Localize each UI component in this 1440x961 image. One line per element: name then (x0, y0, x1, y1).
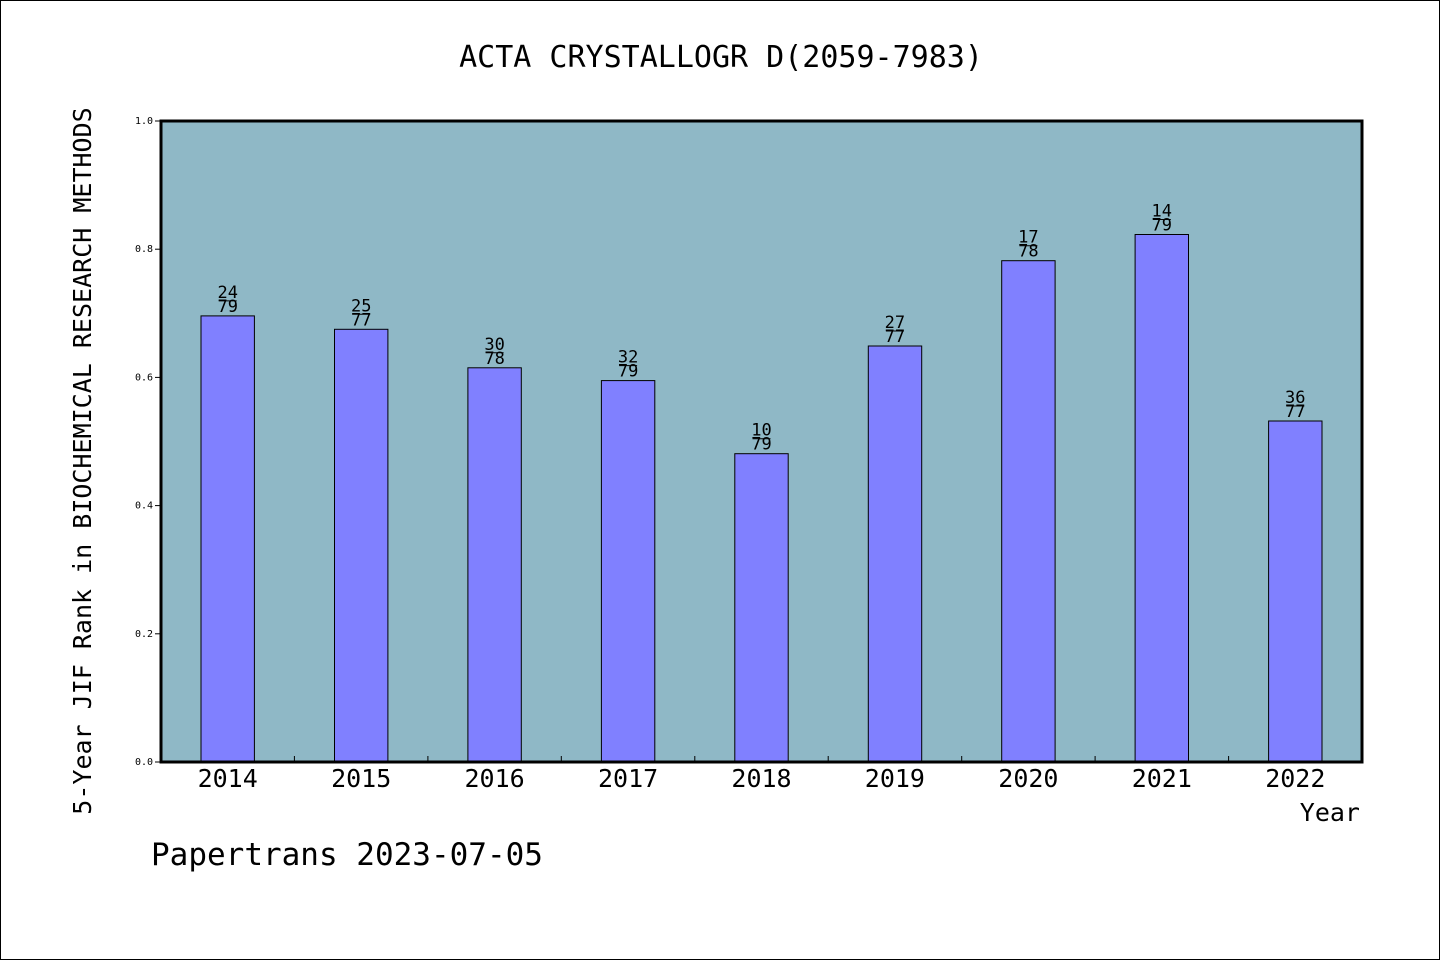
bar-total-label: 79 (1152, 216, 1172, 236)
bar-2017 (600, 380, 656, 763)
bar-total-label: 77 (351, 310, 371, 330)
x-tick-label: 2014 (198, 764, 258, 793)
y-tick-label: 0.0 (135, 757, 153, 768)
bar-2015 (334, 328, 389, 763)
y-axis: 0.0 0.2 0.4 0.6 0.8 1.0 (135, 116, 161, 768)
bars-group (200, 234, 1323, 763)
bar-total-label: 77 (1285, 402, 1305, 422)
bar-2014 (200, 315, 255, 763)
bar-total-label: 79 (751, 435, 771, 455)
y-tick-label: 1.0 (135, 116, 153, 127)
x-tick-label: 2021 (1132, 764, 1192, 793)
bar-total-label: 78 (1018, 242, 1038, 262)
bar-rank-label: 30 (484, 335, 504, 355)
x-axis-label: Year (1300, 798, 1360, 827)
bar-2016 (467, 367, 522, 763)
bar-total-label: 79 (217, 297, 237, 317)
bar-2019 (867, 345, 923, 763)
chart-title: ACTA CRYSTALLOGR D(2059-7983) (459, 40, 983, 75)
bar-rank-label: 14 (1152, 202, 1172, 222)
x-tick-label: 2022 (1265, 764, 1325, 793)
y-tick-label: 0.8 (135, 244, 153, 255)
bar-total-label: 78 (484, 349, 504, 369)
plot-border (159, 119, 1364, 764)
bar-2021 (1134, 234, 1189, 763)
x-tick-label: 2015 (331, 764, 391, 793)
bar-2022 (1268, 420, 1323, 763)
x-tick-label: 2020 (998, 764, 1058, 793)
bar-rank-label: 25 (351, 296, 371, 316)
x-tick-label: 2016 (464, 764, 524, 793)
y-tick-label: 0.2 (135, 629, 153, 640)
bar-total-label: 77 (885, 327, 905, 347)
y-tick-label: 0.6 (135, 372, 153, 383)
footer-credit: Papertrans 2023-07-05 (151, 837, 543, 873)
x-tick-label: 2017 (598, 764, 658, 793)
bar-rank-label: 17 (1018, 228, 1038, 248)
y-axis-label: 5-Year JIF Rank in BIOCHEMICAL RESEARCH … (68, 107, 97, 814)
bar-2018 (734, 453, 789, 763)
bar-rank-label: 27 (885, 313, 905, 333)
x-axis: 2014 2015 2016 2017 2018 2019 2020 2021 2022 (198, 756, 1325, 793)
x-tick-label: 2018 (731, 764, 791, 793)
bar-total-label: 79 (618, 362, 638, 382)
bar-rank-label: 24 (217, 283, 237, 303)
bar-rank-label: 36 (1285, 388, 1305, 408)
bar-rank-label: 10 (751, 421, 771, 441)
x-tick-label: 2019 (865, 764, 925, 793)
y-tick-label: 0.4 (135, 501, 153, 512)
bar-rank-label: 32 (618, 348, 638, 368)
bar-2020 (1001, 260, 1056, 763)
